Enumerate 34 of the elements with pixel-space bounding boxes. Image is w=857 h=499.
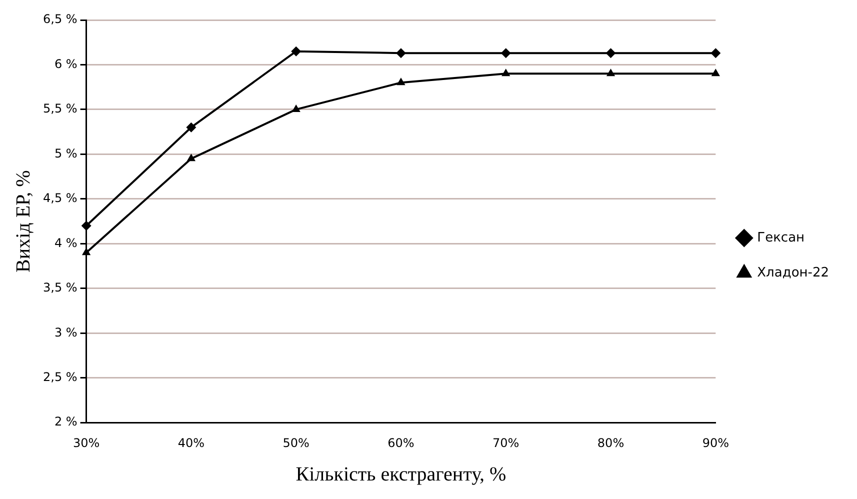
point: [186, 154, 196, 162]
y-tick-label: 3,5 %: [42, 280, 78, 295]
point: [396, 78, 406, 86]
x-tick-label: 70%: [492, 436, 520, 450]
x-tick-label: 90%: [702, 436, 729, 450]
point: [606, 68, 616, 76]
point: [291, 46, 302, 56]
y-tick-label: 4 %: [54, 236, 78, 250]
x-tick-label: 30%: [72, 436, 100, 450]
x-tick-label: 80%: [597, 436, 624, 450]
point: [502, 68, 510, 76]
y-tick-label: 5,5 %: [42, 102, 78, 116]
x-tick-label: 60%: [388, 436, 414, 450]
point: [81, 220, 92, 231]
point: [82, 248, 91, 256]
x-tick-label: 40%: [178, 436, 205, 450]
y-tick-label: 4,5 %: [42, 191, 78, 206]
point: [500, 48, 511, 58]
point: [186, 122, 196, 132]
x-axis-title: Кількість екстрагенту, %: [296, 463, 506, 486]
point: [396, 48, 406, 58]
x-tick-label: 50%: [282, 436, 310, 450]
point: [710, 48, 721, 58]
legend-label: Гексан: [757, 230, 805, 246]
y-tick-label: 2 %: [54, 414, 78, 429]
y-tick-label: 3 %: [54, 325, 78, 340]
y-axis-title: Вихід ЕР, %: [12, 170, 34, 272]
y-tick-label: 2,5 %: [42, 370, 78, 384]
legend-label: Хладон-22: [757, 265, 830, 280]
y-tick-label: 5 %: [54, 146, 78, 160]
y-tick-label: 6,5 %: [42, 12, 78, 26]
point: [711, 68, 720, 76]
point: [606, 48, 616, 58]
y-tick-label: 6 %: [54, 56, 78, 71]
